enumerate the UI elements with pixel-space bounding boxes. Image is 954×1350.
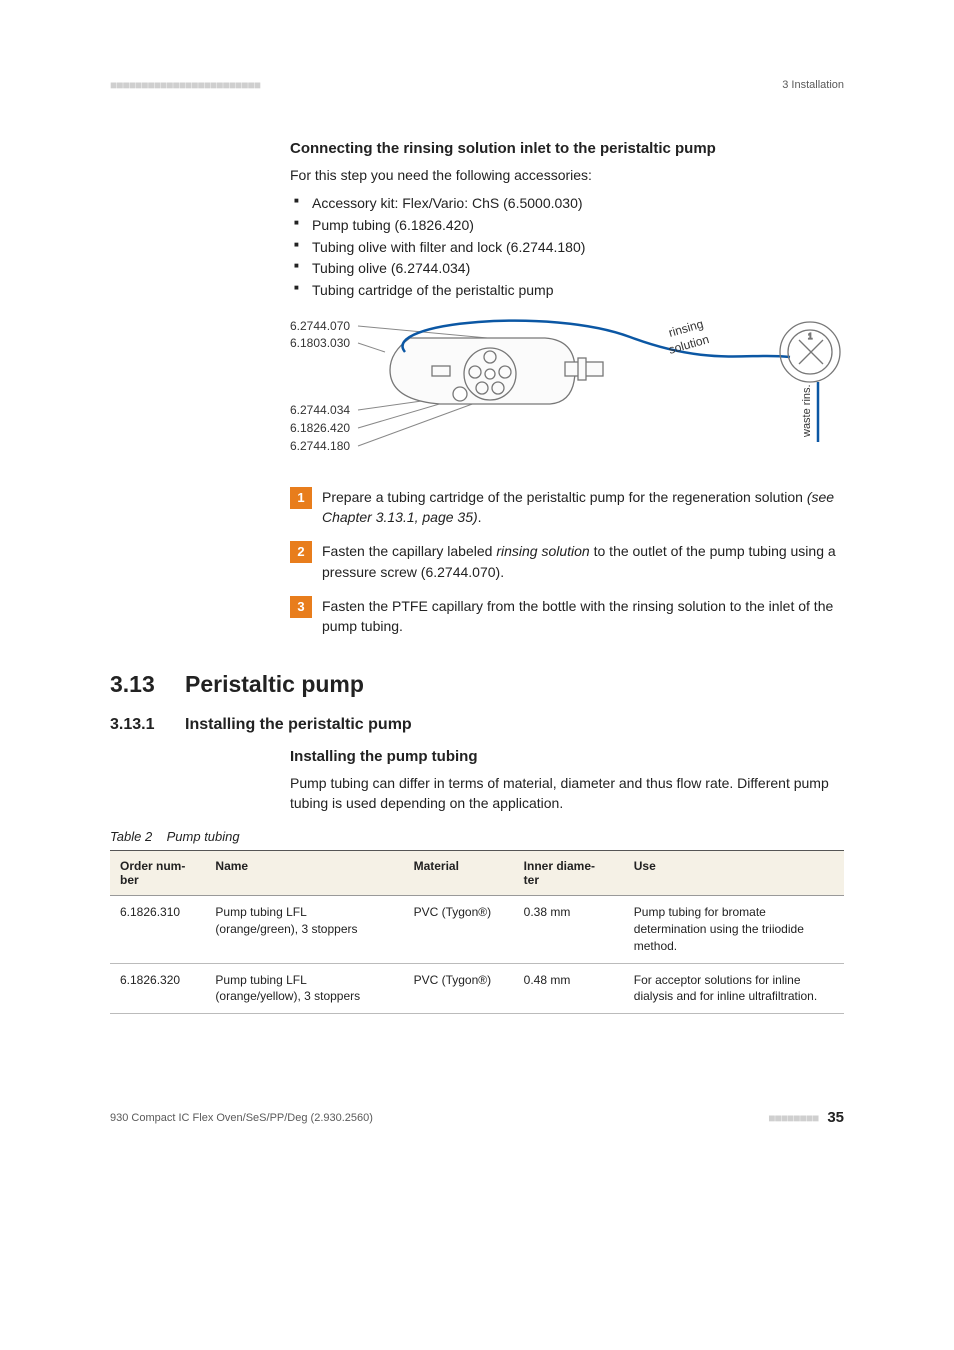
tubing-diagram: 6.2744.070 6.1803.030 6.2744.034 6.1826.…: [290, 312, 844, 467]
cell: 6.1826.310: [110, 896, 205, 963]
col-header: Inner diame-ter: [514, 851, 624, 896]
intro-text: For this step you need the following acc…: [290, 165, 844, 185]
cell: Pump tubing for bromate determination us…: [624, 896, 844, 963]
cell: PVC (Tygon®): [404, 896, 514, 963]
cell: 0.48 mm: [514, 963, 624, 1014]
step-text: Fasten the capillary labeled rinsing sol…: [322, 541, 844, 582]
col-header: Use: [624, 851, 844, 896]
list-item: Tubing olive with filter and lock (6.274…: [290, 237, 844, 259]
step-number: 3: [290, 596, 312, 618]
col-header: Name: [205, 851, 403, 896]
list-item: Pump tubing (6.1826.420): [290, 215, 844, 237]
step-text-em: rinsing solution: [496, 543, 589, 559]
step: 2 Fasten the capillary labeled rinsing s…: [290, 541, 844, 582]
page-number: 35: [827, 1109, 844, 1126]
subheading-installing-tubing: Installing the pump tubing: [290, 748, 844, 765]
table-caption-num: Table 2: [110, 829, 152, 844]
svg-text:1: 1: [808, 332, 813, 341]
step-number: 1: [290, 487, 312, 509]
diagram-label: 6.1826.420: [290, 421, 350, 435]
step: 3 Fasten the PTFE capillary from the bot…: [290, 596, 844, 637]
table-caption-title: Pump tubing: [167, 829, 240, 844]
heading-1: 3.13 Peristaltic pump: [110, 671, 844, 698]
step: 1 Prepare a tubing cartridge of the peri…: [290, 487, 844, 528]
cell: Pump tubing LFL (orange/green), 3 stoppe…: [205, 896, 403, 963]
diagram-label: 6.2744.034: [290, 403, 350, 417]
diagram-label-waste: waste rins.: [801, 384, 813, 438]
table-row: 6.1826.320 Pump tubing LFL (orange/yello…: [110, 963, 844, 1014]
step-text-pre: Prepare a tubing cartridge of the perist…: [322, 489, 807, 505]
pump-tubing-table: Order num-ber Name Material Inner diame-…: [110, 850, 844, 1014]
cell: For acceptor solutions for inline dialys…: [624, 963, 844, 1014]
cell: Pump tubing LFL (orange/yellow), 3 stopp…: [205, 963, 403, 1014]
section-installing: Installing the pump tubing Pump tubing c…: [290, 748, 844, 814]
installing-paragraph: Pump tubing can differ in terms of mater…: [290, 773, 844, 814]
diagram-label: 6.1803.030: [290, 336, 350, 350]
diagram-label: 6.2744.180: [290, 439, 350, 453]
step-text-pre: Fasten the capillary labeled: [322, 543, 496, 559]
section-connecting: Connecting the rinsing solution inlet to…: [290, 140, 844, 637]
step-text-pre: Fasten the PTFE capillary from the bottl…: [322, 598, 833, 634]
table-caption: Table 2 Pump tubing: [110, 829, 844, 844]
cell: 6.1826.320: [110, 963, 205, 1014]
cell: PVC (Tygon®): [404, 963, 514, 1014]
table-row: 6.1826.310 Pump tubing LFL (orange/green…: [110, 896, 844, 963]
accessory-list: Accessory kit: Flex/Vario: ChS (6.5000.0…: [290, 193, 844, 301]
heading-2-title: Installing the peristaltic pump: [185, 716, 412, 734]
footer-bars: ■■■■■■■■: [768, 1111, 818, 1125]
heading-1-title: Peristaltic pump: [185, 671, 364, 698]
step-text: Fasten the PTFE capillary from the bottl…: [322, 596, 844, 637]
cell: 0.38 mm: [514, 896, 624, 963]
heading-2: 3.13.1 Installing the peristaltic pump: [110, 716, 844, 734]
diagram-label: 6.2744.070: [290, 319, 350, 333]
footer-left: 930 Compact IC Flex Oven/SeS/PP/Deg (2.9…: [110, 1112, 373, 1124]
heading-2-number: 3.13.1: [110, 716, 185, 734]
heading-1-number: 3.13: [110, 671, 185, 698]
header-section-label: 3 Installation: [782, 79, 844, 91]
list-item: Tubing olive (6.2744.034): [290, 258, 844, 280]
page-footer: 930 Compact IC Flex Oven/SeS/PP/Deg (2.9…: [110, 1109, 844, 1126]
list-item: Accessory kit: Flex/Vario: ChS (6.5000.0…: [290, 193, 844, 215]
step-number: 2: [290, 541, 312, 563]
col-header: Material: [404, 851, 514, 896]
page: ■■■■■■■■■■■■■■■■■■■■■■■■ 3 Installation …: [0, 0, 954, 1186]
subheading-connecting: Connecting the rinsing solution inlet to…: [290, 140, 844, 157]
page-header: ■■■■■■■■■■■■■■■■■■■■■■■■ 3 Installation: [110, 78, 844, 92]
diagram-svg: 6.2744.070 6.1803.030 6.2744.034 6.1826.…: [290, 312, 845, 462]
header-bars: ■■■■■■■■■■■■■■■■■■■■■■■■: [110, 78, 260, 92]
step-text-post: .: [478, 509, 482, 525]
table-header-row: Order num-ber Name Material Inner diame-…: [110, 851, 844, 896]
footer-right: ■■■■■■■■ 35: [768, 1109, 844, 1126]
col-header: Order num-ber: [110, 851, 205, 896]
list-item: Tubing cartridge of the peristaltic pump: [290, 280, 844, 302]
step-text: Prepare a tubing cartridge of the perist…: [322, 487, 844, 528]
